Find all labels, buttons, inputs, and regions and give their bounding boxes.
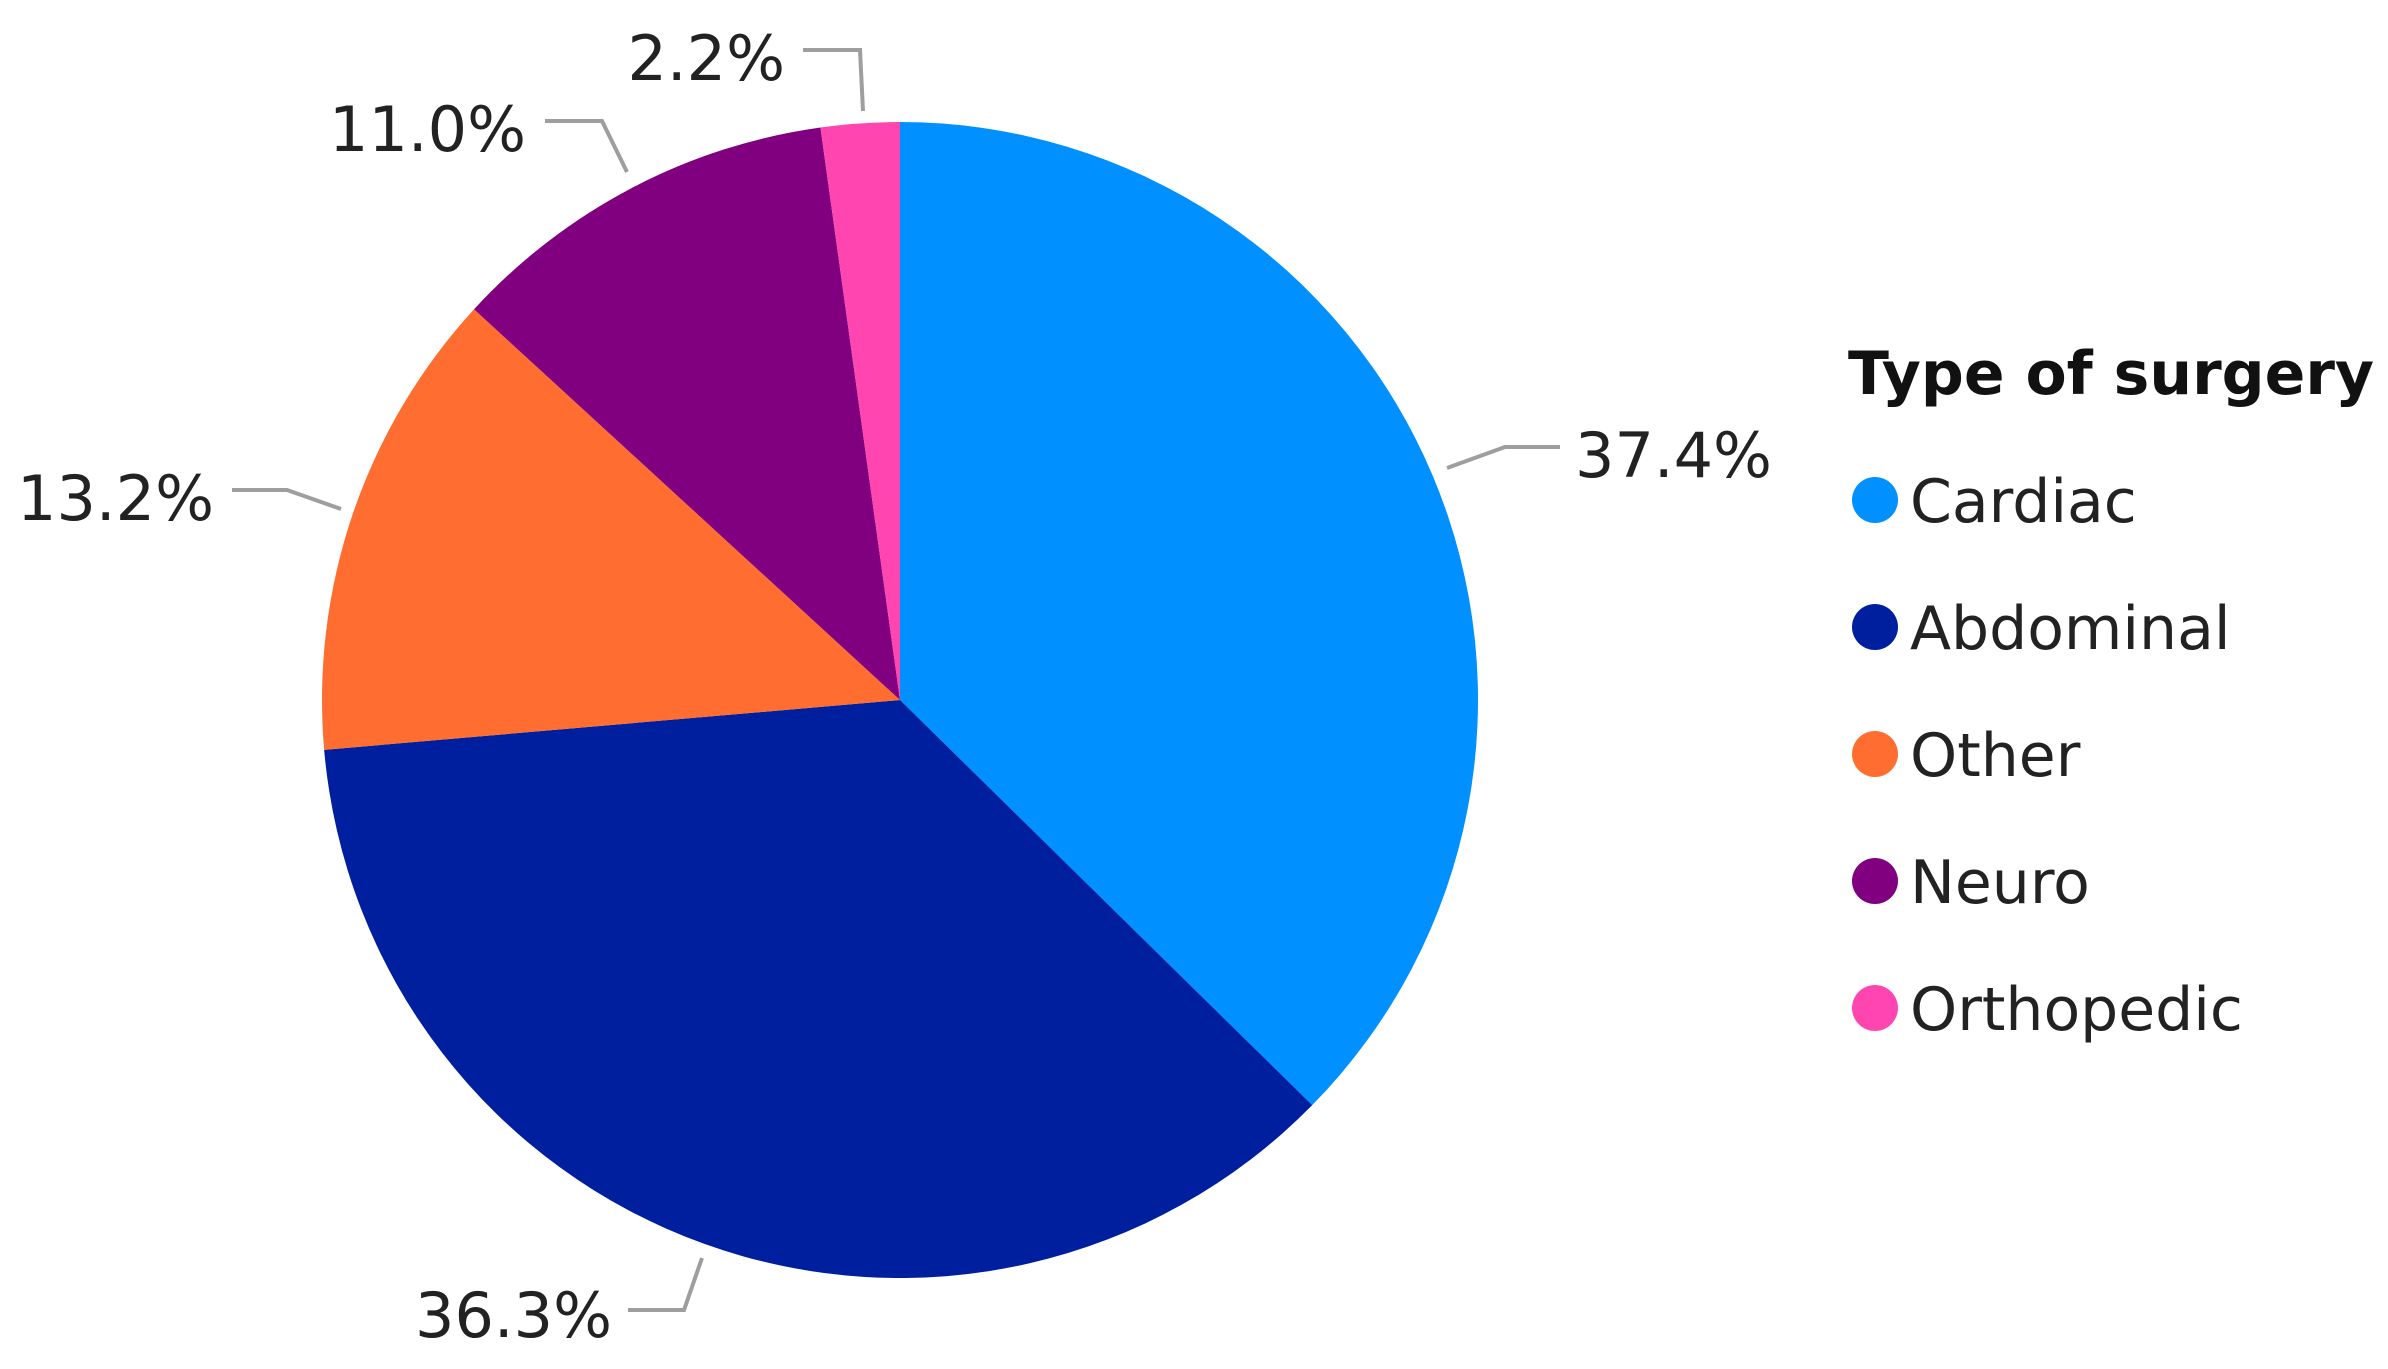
leader-line-abdominal (628, 1257, 704, 1312)
legend-items: Cardiac Abdominal Other Neuro Orthopedic (1852, 467, 2243, 1045)
legend-marker-orthopedic (1852, 985, 1898, 1031)
legend-label-other: Other (1910, 721, 2081, 791)
pie-slice-orthopedic (820, 122, 900, 700)
legend-label-neuro: Neuro (1910, 848, 2090, 918)
pie-slice-abdominal (324, 700, 1313, 1279)
legend: Type of surgery Cardiac Abdominal Other Neu… (1848, 339, 2374, 1045)
pie-slice-cardiac (900, 122, 1479, 1106)
legend-label-orthopedic: Orthopedic (1910, 975, 2243, 1045)
data-label-other: 13.2% (17, 462, 214, 535)
data-label-orthopedic: 2.2% (627, 22, 785, 95)
legend-title: Type of surgery (1848, 339, 2374, 409)
pie-slice-neuro (474, 127, 900, 700)
data-label-cardiac: 37.4% (1575, 419, 1772, 492)
legend-marker-neuro (1852, 858, 1898, 904)
data-label-neuro: 11.0% (329, 93, 526, 166)
leader-line-cardiac (1446, 445, 1560, 470)
legend-label-abdominal: Abdominal (1910, 594, 2231, 664)
pie-slices (321, 122, 1479, 1279)
data-label-abdominal: 36.3% (415, 1279, 612, 1352)
leader-line-other (232, 488, 342, 511)
data-labels: 37.4% 36.3% 13.2% 11.0% 2.2% (17, 22, 1772, 1352)
legend-marker-cardiac (1852, 477, 1898, 523)
legend-label-cardiac: Cardiac (1910, 467, 2137, 537)
leader-line-orthopedic (803, 48, 865, 112)
legend-marker-other (1852, 731, 1898, 777)
leader-lines (232, 48, 1560, 1312)
leader-line-neuro (545, 119, 629, 173)
pie-slice-other (321, 309, 900, 750)
legend-marker-abdominal (1852, 604, 1898, 650)
